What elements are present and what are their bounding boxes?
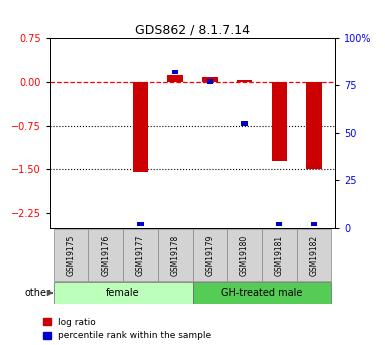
- Text: other: other: [25, 288, 51, 298]
- Text: GSM19182: GSM19182: [310, 235, 319, 276]
- FancyBboxPatch shape: [192, 282, 331, 304]
- FancyBboxPatch shape: [88, 229, 123, 281]
- Text: GSM19179: GSM19179: [205, 234, 214, 276]
- FancyBboxPatch shape: [123, 229, 158, 281]
- Bar: [137, 221, 144, 226]
- Bar: [132, 82, 148, 172]
- Bar: [207, 79, 213, 84]
- Bar: [237, 80, 253, 82]
- Bar: [167, 75, 183, 82]
- Legend: log ratio, percentile rank within the sample: log ratio, percentile rank within the sa…: [43, 318, 211, 341]
- Text: GSM19175: GSM19175: [66, 234, 75, 276]
- FancyBboxPatch shape: [158, 229, 192, 281]
- Bar: [276, 221, 283, 226]
- Text: GSM19180: GSM19180: [240, 234, 249, 276]
- Bar: [271, 82, 287, 160]
- Bar: [311, 221, 317, 226]
- Text: GSM19181: GSM19181: [275, 235, 284, 276]
- FancyBboxPatch shape: [54, 282, 192, 304]
- Text: female: female: [106, 288, 140, 298]
- FancyBboxPatch shape: [227, 229, 262, 281]
- Bar: [306, 82, 322, 169]
- Bar: [202, 77, 218, 82]
- Text: GH-treated male: GH-treated male: [221, 288, 303, 298]
- Bar: [172, 70, 178, 75]
- Text: GSM19178: GSM19178: [171, 234, 180, 276]
- FancyBboxPatch shape: [297, 229, 331, 281]
- FancyBboxPatch shape: [192, 229, 227, 281]
- FancyBboxPatch shape: [54, 229, 88, 281]
- Bar: [241, 121, 248, 126]
- Text: GSM19177: GSM19177: [136, 234, 145, 276]
- Title: GDS862 / 8.1.7.14: GDS862 / 8.1.7.14: [135, 24, 250, 37]
- FancyBboxPatch shape: [262, 229, 297, 281]
- Text: GSM19176: GSM19176: [101, 234, 110, 276]
